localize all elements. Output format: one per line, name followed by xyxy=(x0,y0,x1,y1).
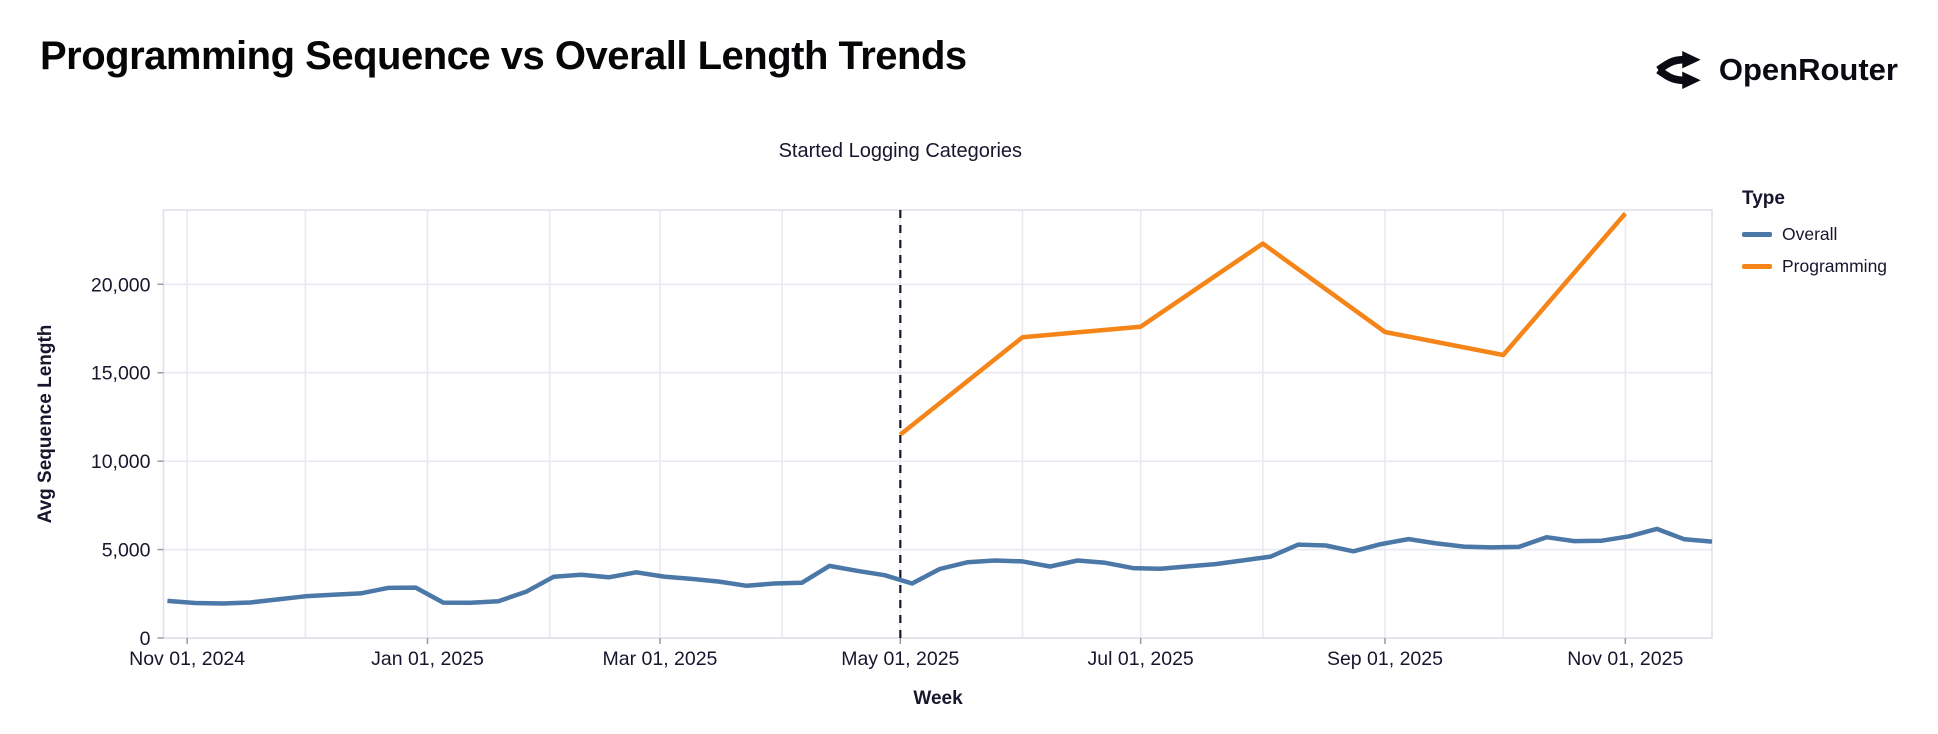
openrouter-logo-icon xyxy=(1656,51,1701,89)
brand-label: OpenRouter xyxy=(1718,52,1898,87)
y-tick-label: 15,000 xyxy=(91,363,151,385)
programming-line xyxy=(898,212,1628,437)
y-tick-label: 5,000 xyxy=(102,540,151,562)
x-tick-label: May 01, 2025 xyxy=(841,648,959,670)
y-tick-label: 20,000 xyxy=(91,274,151,296)
legend-title: Type xyxy=(1742,188,1785,209)
legend-label-programming: Programming xyxy=(1782,256,1888,276)
page-title: Programming Sequence vs Overall Length T… xyxy=(40,34,967,78)
overall-line xyxy=(167,526,1713,606)
x-tick-label: Sep 01, 2025 xyxy=(1327,648,1443,670)
overall-line-swatch xyxy=(1742,232,1772,237)
x-tick-label: Jul 01, 2025 xyxy=(1088,648,1194,670)
x-tick-label: Nov 01, 2024 xyxy=(129,648,245,670)
x-tick-label: Nov 01, 2025 xyxy=(1567,648,1683,670)
brand: OpenRouter xyxy=(1653,44,1898,96)
y-axis-title: Avg Sequence Length xyxy=(35,324,56,524)
legend: Type Overall Programming xyxy=(1742,188,1887,288)
annotation-label: Started Logging Categories xyxy=(778,140,1023,162)
y-tick-label: 0 xyxy=(140,628,151,650)
legend-item-overall: Overall xyxy=(1742,224,1887,245)
legend-label-overall: Overall xyxy=(1782,224,1838,244)
legend-item-programming: Programming xyxy=(1742,256,1887,277)
x-tick-label: Mar 01, 2025 xyxy=(603,648,718,670)
plot-border xyxy=(162,209,1713,639)
y-tick-label: 10,000 xyxy=(91,451,151,473)
x-axis-title: Week xyxy=(913,688,963,709)
programming-line-swatch xyxy=(1742,264,1772,269)
x-tick-label: Jan 01, 2025 xyxy=(371,648,484,670)
